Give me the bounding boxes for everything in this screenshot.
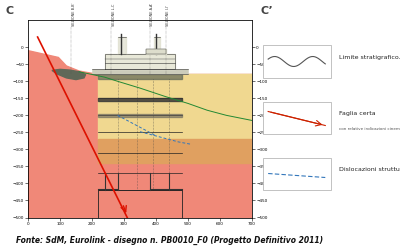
Text: SEZIONE L-C: SEZIONE L-C [112, 4, 116, 26]
Polygon shape [98, 114, 182, 117]
Text: SEZIONE A-A': SEZIONE A-A' [150, 3, 154, 26]
Polygon shape [28, 51, 58, 218]
Polygon shape [105, 54, 175, 69]
Text: SEZIONE I-I': SEZIONE I-I' [166, 5, 170, 26]
Polygon shape [92, 69, 188, 74]
Text: con relative indicazioni cinematiche.: con relative indicazioni cinematiche. [339, 128, 400, 132]
Polygon shape [98, 74, 182, 78]
Polygon shape [28, 20, 252, 74]
Polygon shape [154, 37, 160, 54]
Bar [98, 190, 182, 222]
Bar [263, 158, 331, 190]
Text: Limite stratigrafico.: Limite stratigrafico. [339, 55, 400, 60]
Bar [263, 46, 331, 78]
Polygon shape [28, 51, 252, 218]
Text: Dislocazioni strutturali: Dislocazioni strutturali [339, 167, 400, 172]
Polygon shape [28, 20, 252, 218]
Polygon shape [52, 69, 86, 80]
Polygon shape [98, 74, 252, 139]
Text: SEZIONE B-B': SEZIONE B-B' [72, 3, 76, 26]
Polygon shape [98, 139, 252, 163]
Bar [263, 102, 331, 134]
Polygon shape [118, 37, 126, 54]
Text: C: C [6, 6, 14, 16]
Polygon shape [146, 49, 166, 54]
Polygon shape [98, 98, 182, 101]
Text: C’: C’ [261, 6, 274, 16]
Text: Fonte: SdM, Eurolink - disegno n. PB0010_F0 (Progetto Definitivo 2011): Fonte: SdM, Eurolink - disegno n. PB0010… [16, 236, 323, 245]
Text: Faglia certa: Faglia certa [339, 111, 376, 116]
